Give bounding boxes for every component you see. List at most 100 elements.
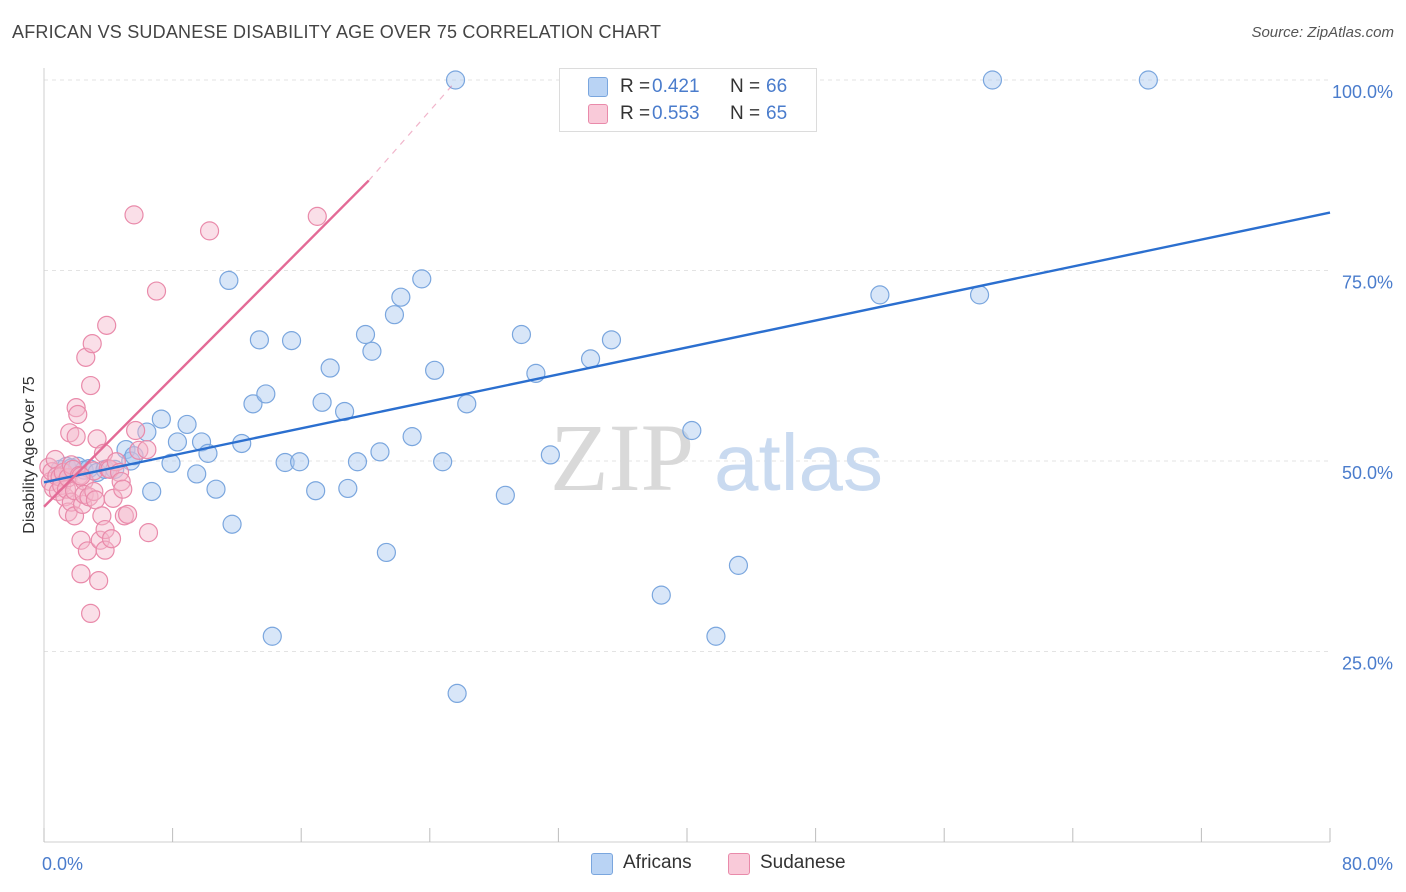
y-tick-label: 100.0% — [1332, 82, 1393, 102]
africans-point — [256, 384, 276, 404]
africans-point — [347, 452, 368, 472]
africans-point — [167, 432, 188, 452]
sudanese-point — [113, 479, 133, 499]
africans-point — [457, 394, 477, 414]
africans-point — [306, 481, 326, 501]
x-tick-label-min: 0.0% — [42, 854, 83, 874]
africans-point — [540, 445, 560, 465]
africans-point — [402, 427, 422, 447]
sudanese-point — [66, 398, 86, 418]
sudanese-trend-extension — [368, 81, 456, 181]
africans-point — [706, 626, 726, 646]
watermark: ZIP atlas — [550, 404, 883, 511]
africans-point — [601, 330, 622, 350]
africans-trend-line — [43, 211, 1331, 484]
watermark-zip: ZIP — [550, 404, 694, 511]
africans-point — [206, 479, 226, 499]
sudanese-point — [64, 506, 85, 526]
africans-point — [243, 394, 263, 414]
grid-lines — [44, 79, 1330, 652]
africans-point — [445, 70, 466, 90]
africans-point — [281, 331, 302, 351]
sudanese-legend-swatch — [728, 853, 750, 875]
legend-n-label: N = — [730, 103, 761, 124]
series-africans — [50, 70, 1158, 704]
y-tick-label: 50.0% — [1342, 463, 1393, 483]
sudanese-point — [81, 603, 101, 624]
sudanese-point — [111, 471, 131, 492]
sudanese-point — [129, 440, 149, 460]
sudanese-trend-line — [43, 179, 370, 508]
africans-legend-swatch — [591, 853, 613, 875]
legend-r-label: R = — [620, 76, 651, 97]
africans-point — [1138, 70, 1158, 90]
africans-point — [355, 324, 376, 345]
africans-point — [870, 285, 890, 305]
africans-point — [187, 464, 207, 484]
africans-point — [312, 392, 332, 412]
sudanese-point — [137, 439, 157, 460]
africans-point — [219, 270, 239, 291]
watermark-atlas: atlas — [714, 418, 883, 507]
africans-point — [376, 542, 396, 563]
correlation-legend: R = 0.421 N = 66 R = 0.553 N = 65 — [559, 68, 817, 132]
africans-point — [320, 358, 340, 378]
africans-point — [511, 324, 532, 345]
africans-point — [222, 514, 242, 534]
sudanese-point — [81, 375, 101, 396]
africans-point — [362, 341, 382, 361]
y-axis-label: Disability Age Over 75 — [21, 376, 38, 534]
africans-point — [370, 442, 390, 462]
sudanese-point — [138, 523, 159, 543]
sudanese-point — [85, 490, 106, 510]
africans-swatch — [588, 77, 608, 97]
africans-point — [433, 452, 453, 472]
sudanese-swatch — [588, 104, 608, 124]
africans-point — [262, 626, 282, 646]
africans-point — [425, 360, 445, 380]
sudanese-point — [71, 530, 91, 550]
africans-point — [447, 683, 467, 704]
africans-point — [275, 452, 295, 473]
africans-point — [232, 433, 252, 454]
legend-n-value: 65 — [766, 103, 788, 124]
legend-n-value: 66 — [766, 76, 788, 97]
africans-legend-label: Africans — [623, 852, 692, 873]
africans-point — [289, 452, 310, 472]
sudanese-point — [66, 427, 86, 447]
sudanese-point — [117, 504, 138, 524]
africans-point — [651, 585, 671, 605]
africans-point — [338, 478, 358, 499]
sudanese-point — [68, 404, 88, 425]
sudanese-point — [95, 540, 115, 560]
sudanese-legend-label: Sudanese — [760, 852, 846, 873]
tick-labels: 100.0% 75.0% 50.0% 25.0% 0.0% 80.0% — [42, 82, 1393, 874]
africans-point — [161, 453, 181, 473]
sudanese-point — [101, 529, 122, 549]
africans-point — [384, 305, 405, 325]
sudanese-point — [124, 205, 144, 225]
sudanese-point — [55, 487, 75, 507]
africans-point — [682, 420, 702, 441]
africans-point — [249, 330, 270, 350]
africans-point — [495, 485, 515, 505]
sudanese-point — [97, 315, 117, 335]
axes — [43, 68, 1331, 843]
africans-point — [391, 287, 411, 307]
legend-r-value: 0.421 — [652, 76, 700, 97]
legend-r-label: R = — [620, 103, 651, 124]
africans-point — [177, 414, 197, 435]
africans-point — [982, 70, 1003, 90]
sudanese-point — [114, 506, 134, 526]
sudanese-point — [71, 564, 91, 584]
africans-point — [142, 481, 162, 502]
sudanese-point — [199, 221, 220, 241]
sudanese-point — [82, 334, 102, 354]
sudanese-point — [89, 571, 109, 591]
series-sudanese — [39, 205, 327, 624]
source-label: Source: ZipAtlas.com — [1251, 24, 1394, 41]
sudanese-point — [72, 494, 93, 515]
africans-point — [151, 409, 171, 429]
chart-title: AFRICAN VS SUDANESE DISABILITY AGE OVER … — [12, 22, 662, 42]
